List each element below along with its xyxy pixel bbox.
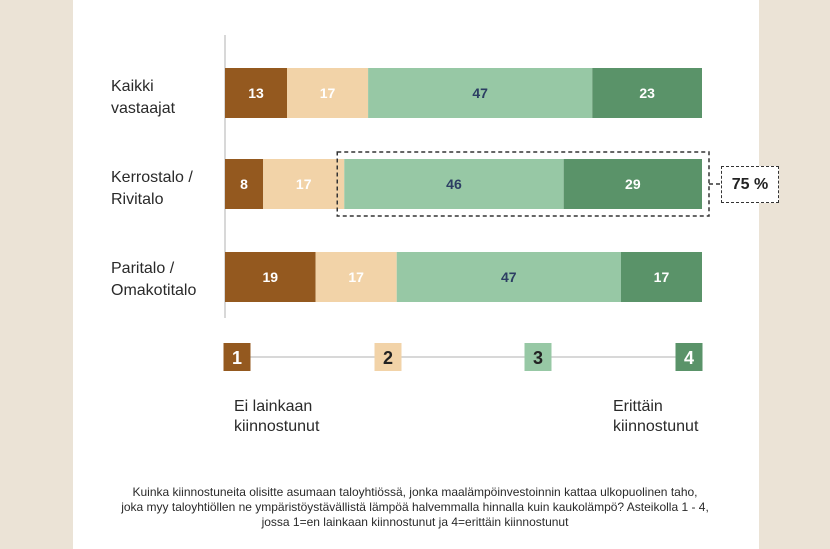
scale-high-label: Erittäin kiinnostunut: [613, 398, 699, 435]
bar-segment: [225, 252, 316, 302]
bar-value-label: 19: [263, 269, 279, 285]
bar-segment: [315, 252, 397, 302]
bar-value-label: 8: [240, 176, 248, 192]
category-label-detached: Paritalo / Omakotitalo: [111, 260, 197, 299]
bar-segment: [225, 68, 288, 118]
scale-step-label: 3: [533, 348, 543, 368]
bar-value-label: 17: [296, 176, 312, 192]
scale-low-label: Ei lainkaan kiinnostunut: [234, 398, 320, 435]
bar-value-label: 46: [446, 176, 462, 192]
bar-value-label: 13: [248, 85, 264, 101]
bar-segment: [287, 68, 369, 118]
survey-question-footnote: Kuinka kiinnostuneita olisitte asumaan t…: [121, 485, 709, 529]
highlight-dashed-box: [336, 151, 710, 217]
bar-value-label: 47: [501, 269, 517, 285]
scale-step-box: [374, 343, 402, 371]
scale-step-label: 2: [383, 348, 393, 368]
bar-segment: [563, 159, 702, 209]
bar-segment: [263, 159, 345, 209]
bar-segment: [344, 159, 564, 209]
highlight-total-label: 75 %: [721, 166, 779, 203]
bar-value-label: 17: [654, 269, 670, 285]
scale-step-box: [223, 343, 251, 371]
bar-value-label: 17: [348, 269, 364, 285]
scale-step-label: 4: [684, 348, 694, 368]
bar-value-label: 29: [625, 176, 641, 192]
category-label-all: Kaikki vastaajat: [111, 78, 176, 117]
bar-value-label: 23: [639, 85, 655, 101]
bar-segment: [396, 252, 621, 302]
bar-segment: [592, 68, 702, 118]
bar-value-label: 17: [320, 85, 336, 101]
bar-value-label: 47: [472, 85, 488, 101]
scale-step-label: 1: [232, 348, 242, 368]
bar-segment: [620, 252, 702, 302]
scale-step-box: [675, 343, 703, 371]
category-label-apartment: Kerrostalo / Rivitalo: [111, 169, 193, 208]
bar-segment: [225, 159, 264, 209]
scale-step-box: [524, 343, 552, 371]
bar-segment: [368, 68, 593, 118]
